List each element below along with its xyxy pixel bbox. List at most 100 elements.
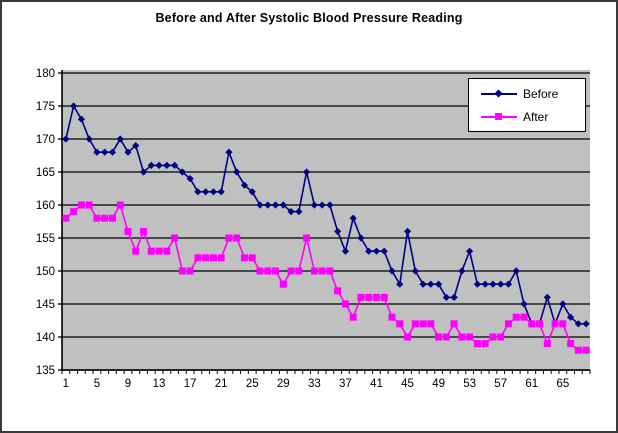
x-tick-label: 17 [184, 378, 197, 390]
after-marker [512, 313, 520, 321]
after-marker [326, 267, 334, 275]
before-marker [434, 280, 443, 288]
after-marker [93, 214, 101, 222]
after-marker [186, 267, 194, 275]
y-tick-label: 180 [36, 68, 55, 80]
after-marker [62, 214, 70, 222]
before-marker [155, 161, 163, 169]
after-square-icon [495, 113, 502, 120]
before-marker [271, 201, 280, 209]
before-marker [264, 201, 272, 209]
x-tick-label: 29 [277, 378, 290, 390]
after-marker [365, 293, 373, 301]
legend-item-before: Before [481, 86, 585, 102]
after-marker [108, 214, 116, 222]
y-tick-label: 155 [36, 233, 55, 245]
after-marker [147, 247, 155, 255]
before-marker [225, 148, 233, 156]
x-tick-label: 65 [556, 378, 569, 390]
before-marker [62, 135, 70, 143]
after-marker [341, 300, 349, 308]
after-marker [528, 320, 536, 328]
after-marker [466, 333, 474, 341]
after-marker [77, 201, 85, 209]
before-marker [287, 208, 295, 216]
after-marker [116, 201, 124, 209]
after-marker [567, 340, 575, 348]
before-series-key [481, 88, 517, 100]
x-tick-label: 1 [63, 378, 69, 390]
after-marker [536, 320, 544, 328]
after-marker [334, 287, 342, 295]
after-marker [372, 293, 380, 301]
after-marker [582, 346, 590, 354]
before-marker [139, 168, 148, 176]
before-marker [466, 247, 474, 255]
before-marker [458, 267, 466, 275]
before-marker [349, 214, 357, 222]
x-tick-label: 57 [494, 378, 507, 390]
before-marker [124, 148, 132, 156]
before-marker [442, 293, 450, 301]
x-tick-label: 25 [246, 378, 259, 390]
after-marker [497, 333, 505, 341]
before-marker [147, 161, 155, 169]
before-marker [240, 181, 249, 189]
before-marker [85, 135, 93, 143]
after-marker [287, 267, 295, 275]
after-marker [303, 234, 311, 242]
after-marker [233, 234, 241, 242]
before-marker [419, 280, 427, 288]
x-tick-label: 49 [432, 378, 445, 390]
before-marker [310, 201, 318, 209]
before-marker [559, 300, 567, 308]
after-marker [442, 333, 450, 341]
y-tick-label: 165 [36, 167, 55, 179]
after-marker [248, 254, 256, 262]
after-marker [171, 234, 179, 242]
before-marker [248, 188, 256, 196]
y-tick-label: 175 [36, 101, 55, 113]
after-marker [574, 346, 582, 354]
after-marker [279, 280, 287, 288]
x-tick-label: 37 [339, 378, 352, 390]
before-marker [77, 115, 86, 123]
legend: Before After [468, 78, 586, 132]
after-marker [435, 333, 443, 341]
y-tick-label: 145 [36, 299, 55, 311]
before-marker [202, 188, 210, 196]
after-series-key [481, 111, 517, 123]
before-marker [574, 320, 582, 328]
before-marker [233, 168, 241, 176]
after-marker [155, 247, 163, 255]
after-marker [217, 254, 225, 262]
before-marker [132, 142, 140, 150]
before-marker [520, 300, 528, 308]
before-marker [403, 227, 412, 235]
before-marker [411, 267, 419, 275]
before-marker [295, 208, 303, 216]
after-marker [473, 340, 481, 348]
after-marker [551, 320, 559, 328]
x-tick-label: 13 [153, 378, 166, 390]
y-tick-label: 150 [36, 266, 55, 278]
before-marker [326, 201, 334, 209]
before-marker [302, 168, 311, 176]
before-marker [396, 280, 404, 288]
before-diamond-icon [494, 89, 503, 98]
x-tick-label: 9 [125, 378, 131, 390]
x-tick-label: 21 [215, 378, 228, 390]
after-marker [124, 227, 132, 235]
chart-title: Before and After Systolic Blood Pressure… [155, 11, 463, 25]
before-marker [194, 188, 202, 196]
before-marker [334, 227, 342, 235]
before-marker [504, 280, 513, 288]
after-marker [543, 340, 551, 348]
after-marker [411, 320, 419, 328]
before-marker [481, 280, 489, 288]
before-marker [116, 135, 124, 143]
before-marker [178, 168, 186, 176]
after-marker [101, 214, 109, 222]
y-tick-label: 170 [36, 134, 55, 146]
before-marker [209, 188, 218, 196]
